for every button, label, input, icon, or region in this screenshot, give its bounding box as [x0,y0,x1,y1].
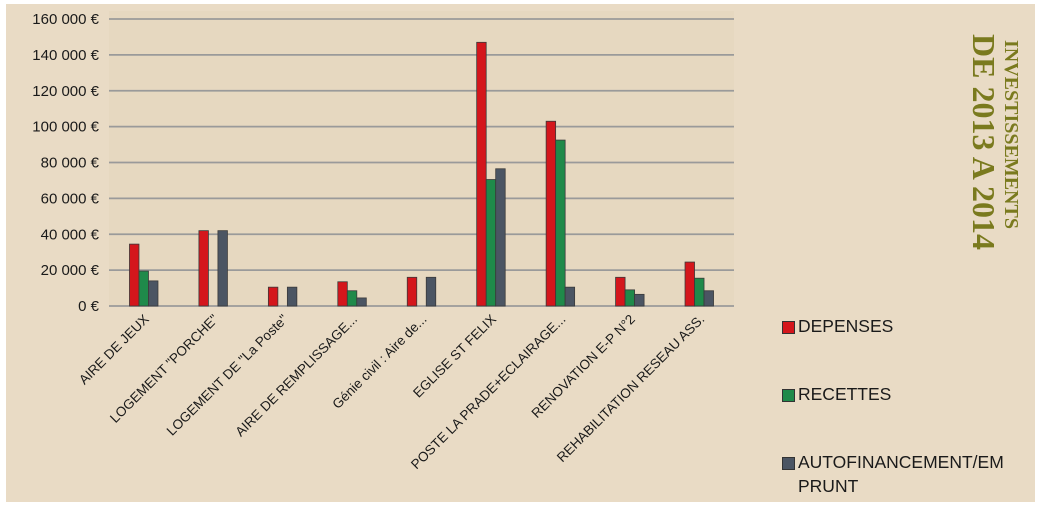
y-tick-label: 160 000 € [32,11,99,28]
bar-autofinancement-emprunt-7 [634,293,645,307]
bar-recettes-3 [346,290,358,307]
x-category-label: AIRE DE JEUX [76,312,152,388]
bar-depenses-0 [129,243,140,307]
bars [129,41,714,307]
plot-background [109,11,734,306]
x-category-label: POSTE LA PRADE+ECLAIRAGE... [408,312,568,472]
legend-swatch-autofinancement [782,457,795,470]
y-axis-ticks: 0 € 20 000 € 40 000 € 60 000 € 80 000 € 100 0… [32,11,99,315]
y-tick-label: 100 000 € [32,119,99,136]
y-tick-label: 20 000 € [41,262,100,279]
bar-recettes-5 [485,179,497,307]
bar-depenses-2 [267,286,279,307]
bar-autofinancement-emprunt-6 [564,286,576,307]
bar-recettes-0 [138,270,149,307]
gridlines [109,18,734,307]
legend-swatch-recettes [782,389,795,402]
bar-depenses-3 [337,281,348,307]
bar-recettes-6 [555,139,566,307]
bar-depenses-4 [406,276,418,307]
y-tick-label: 80 000 € [41,155,100,172]
bar-recettes-8 [694,277,705,307]
x-category-label: AIRE DE REMPLISSAGE... [232,312,360,440]
chart-svg: 0 € 20 000 € 40 000 € 60 000 € 80 000 € 100 0… [32,11,734,472]
chart-title-line1: INVESTISSEMENTS [1000,40,1022,229]
bar-depenses-5 [476,41,487,307]
bar-autofinancement-emprunt-3 [356,297,367,307]
legend-swatch-depenses [782,321,795,334]
bar-depenses-6 [545,120,557,307]
bar-autofinancement-emprunt-1 [217,230,228,307]
bar-autofinancement-emprunt-5 [495,168,506,307]
y-tick-label: 140 000 € [32,47,99,64]
plot-area [109,11,734,306]
legend-label-depenses: DEPENSES [798,316,894,336]
bar-depenses-7 [615,276,626,307]
y-tick-label: 120 000 € [32,83,99,100]
bar-depenses-8 [684,261,695,307]
x-category-label: LOGEMENT DE "La Poste" [164,311,291,438]
bar-autofinancement-emprunt-8 [703,290,714,307]
y-tick-label: 0 € [78,298,100,315]
y-tick-label: 40 000 € [41,226,100,243]
legend-label-autofinancement: AUTOFINANCEMENT/EM PRUNT [798,452,1004,496]
x-category-label: REHABILITATION RESEAU ASS. [554,312,707,465]
y-tick-label: 60 000 € [41,190,100,207]
bar-autofinancement-emprunt-4 [425,276,437,307]
bar-recettes-7 [624,289,635,307]
chart-title-line2: DE 2013 A 2014 [966,34,1002,251]
bar-autofinancement-emprunt-2 [286,286,298,307]
chart-frame: 0 € 20 000 € 40 000 € 60 000 € 80 000 € 100 0… [6,4,1035,502]
bar-depenses-1 [198,230,209,307]
legend-label-recettes: RECETTES [798,384,892,404]
bar-autofinancement-emprunt-0 [148,280,159,307]
